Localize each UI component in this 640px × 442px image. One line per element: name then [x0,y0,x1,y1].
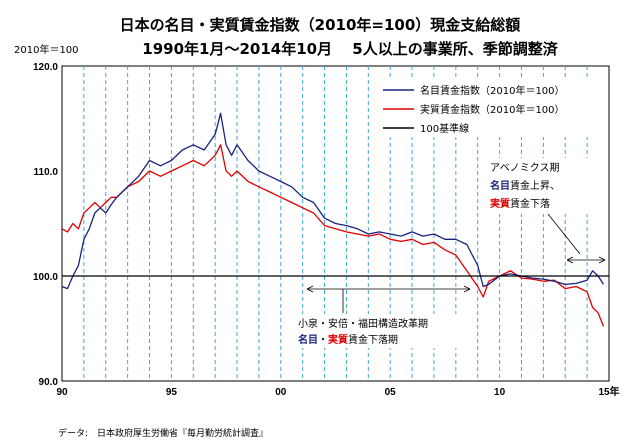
koizumi-arrow-head-left [306,285,314,293]
chart-title-line-1: 日本の名目・実質賃金指数（2010年=100）現金支給総額 [119,16,521,34]
abenomics-arrow-head-right [598,256,606,264]
y-tick-label: 110.0 [34,167,59,178]
abenomics-pointer-line [547,213,581,255]
abenomics-annotation: アベノミクス期 名目賃金上昇、 実質賃金下落 [484,158,606,264]
y-tick-label: 90.0 [39,377,59,388]
y-tick-label: 120.0 [33,62,58,73]
legend-label-nominal: 名目賃金指数（2010年＝100） [420,84,565,97]
x-tick-label: 15年 [598,385,619,398]
legend: 名目賃金指数（2010年＝100） 実質賃金指数（2010年＝100） 100基… [377,79,603,137]
x-tick-label: 05 [385,387,397,398]
legend-label-real: 実質賃金指数（2010年＝100） [420,103,565,116]
koizumi-label-line-2: 名目・実質賃金下落期 [298,333,398,346]
data-source-note: データ: 日本政府厚生労働省『毎月勤労統計調査』 [58,429,269,439]
x-tick-label: 10 [494,387,506,398]
x-tick-label: 00 [275,387,287,398]
abenomics-label-line-2: 名目賃金上昇、 [490,179,560,192]
axis-ticks: 90.0 100.0 110.0 120.0 90 95 00 05 10 15年 [33,62,620,398]
abenomics-label-line-1: アベノミクス期 [490,162,560,174]
abenomics-annotation-bg [484,158,596,214]
chart-title-line-2: 1990年1月～2014年10月 5人以上の事業所、季節調整済 [142,40,558,58]
y-tick-label: 100.0 [33,272,58,283]
series-lines [61,112,609,327]
x-tick-label: 90 [56,387,68,398]
abenomics-label-line-3: 実質賃金下落 [490,197,550,210]
nominal-wage-line [61,112,605,290]
koizumi-annotation-bg [294,314,462,348]
koizumi-arrow-head-right [463,285,471,293]
legend-label-baseline: 100基準線 [420,122,469,135]
legend-box [377,79,603,137]
abenomics-arrow-head-left [566,256,574,264]
koizumi-annotation: 小泉・安倍・福田構造改革期 名目・実質賃金下落期 [294,285,471,348]
y-axis-unit-label: 2010年＝100 [14,45,79,56]
koizumi-label-line-1: 小泉・安倍・福田構造改革期 [298,317,428,330]
x-tick-label: 95 [166,387,178,398]
